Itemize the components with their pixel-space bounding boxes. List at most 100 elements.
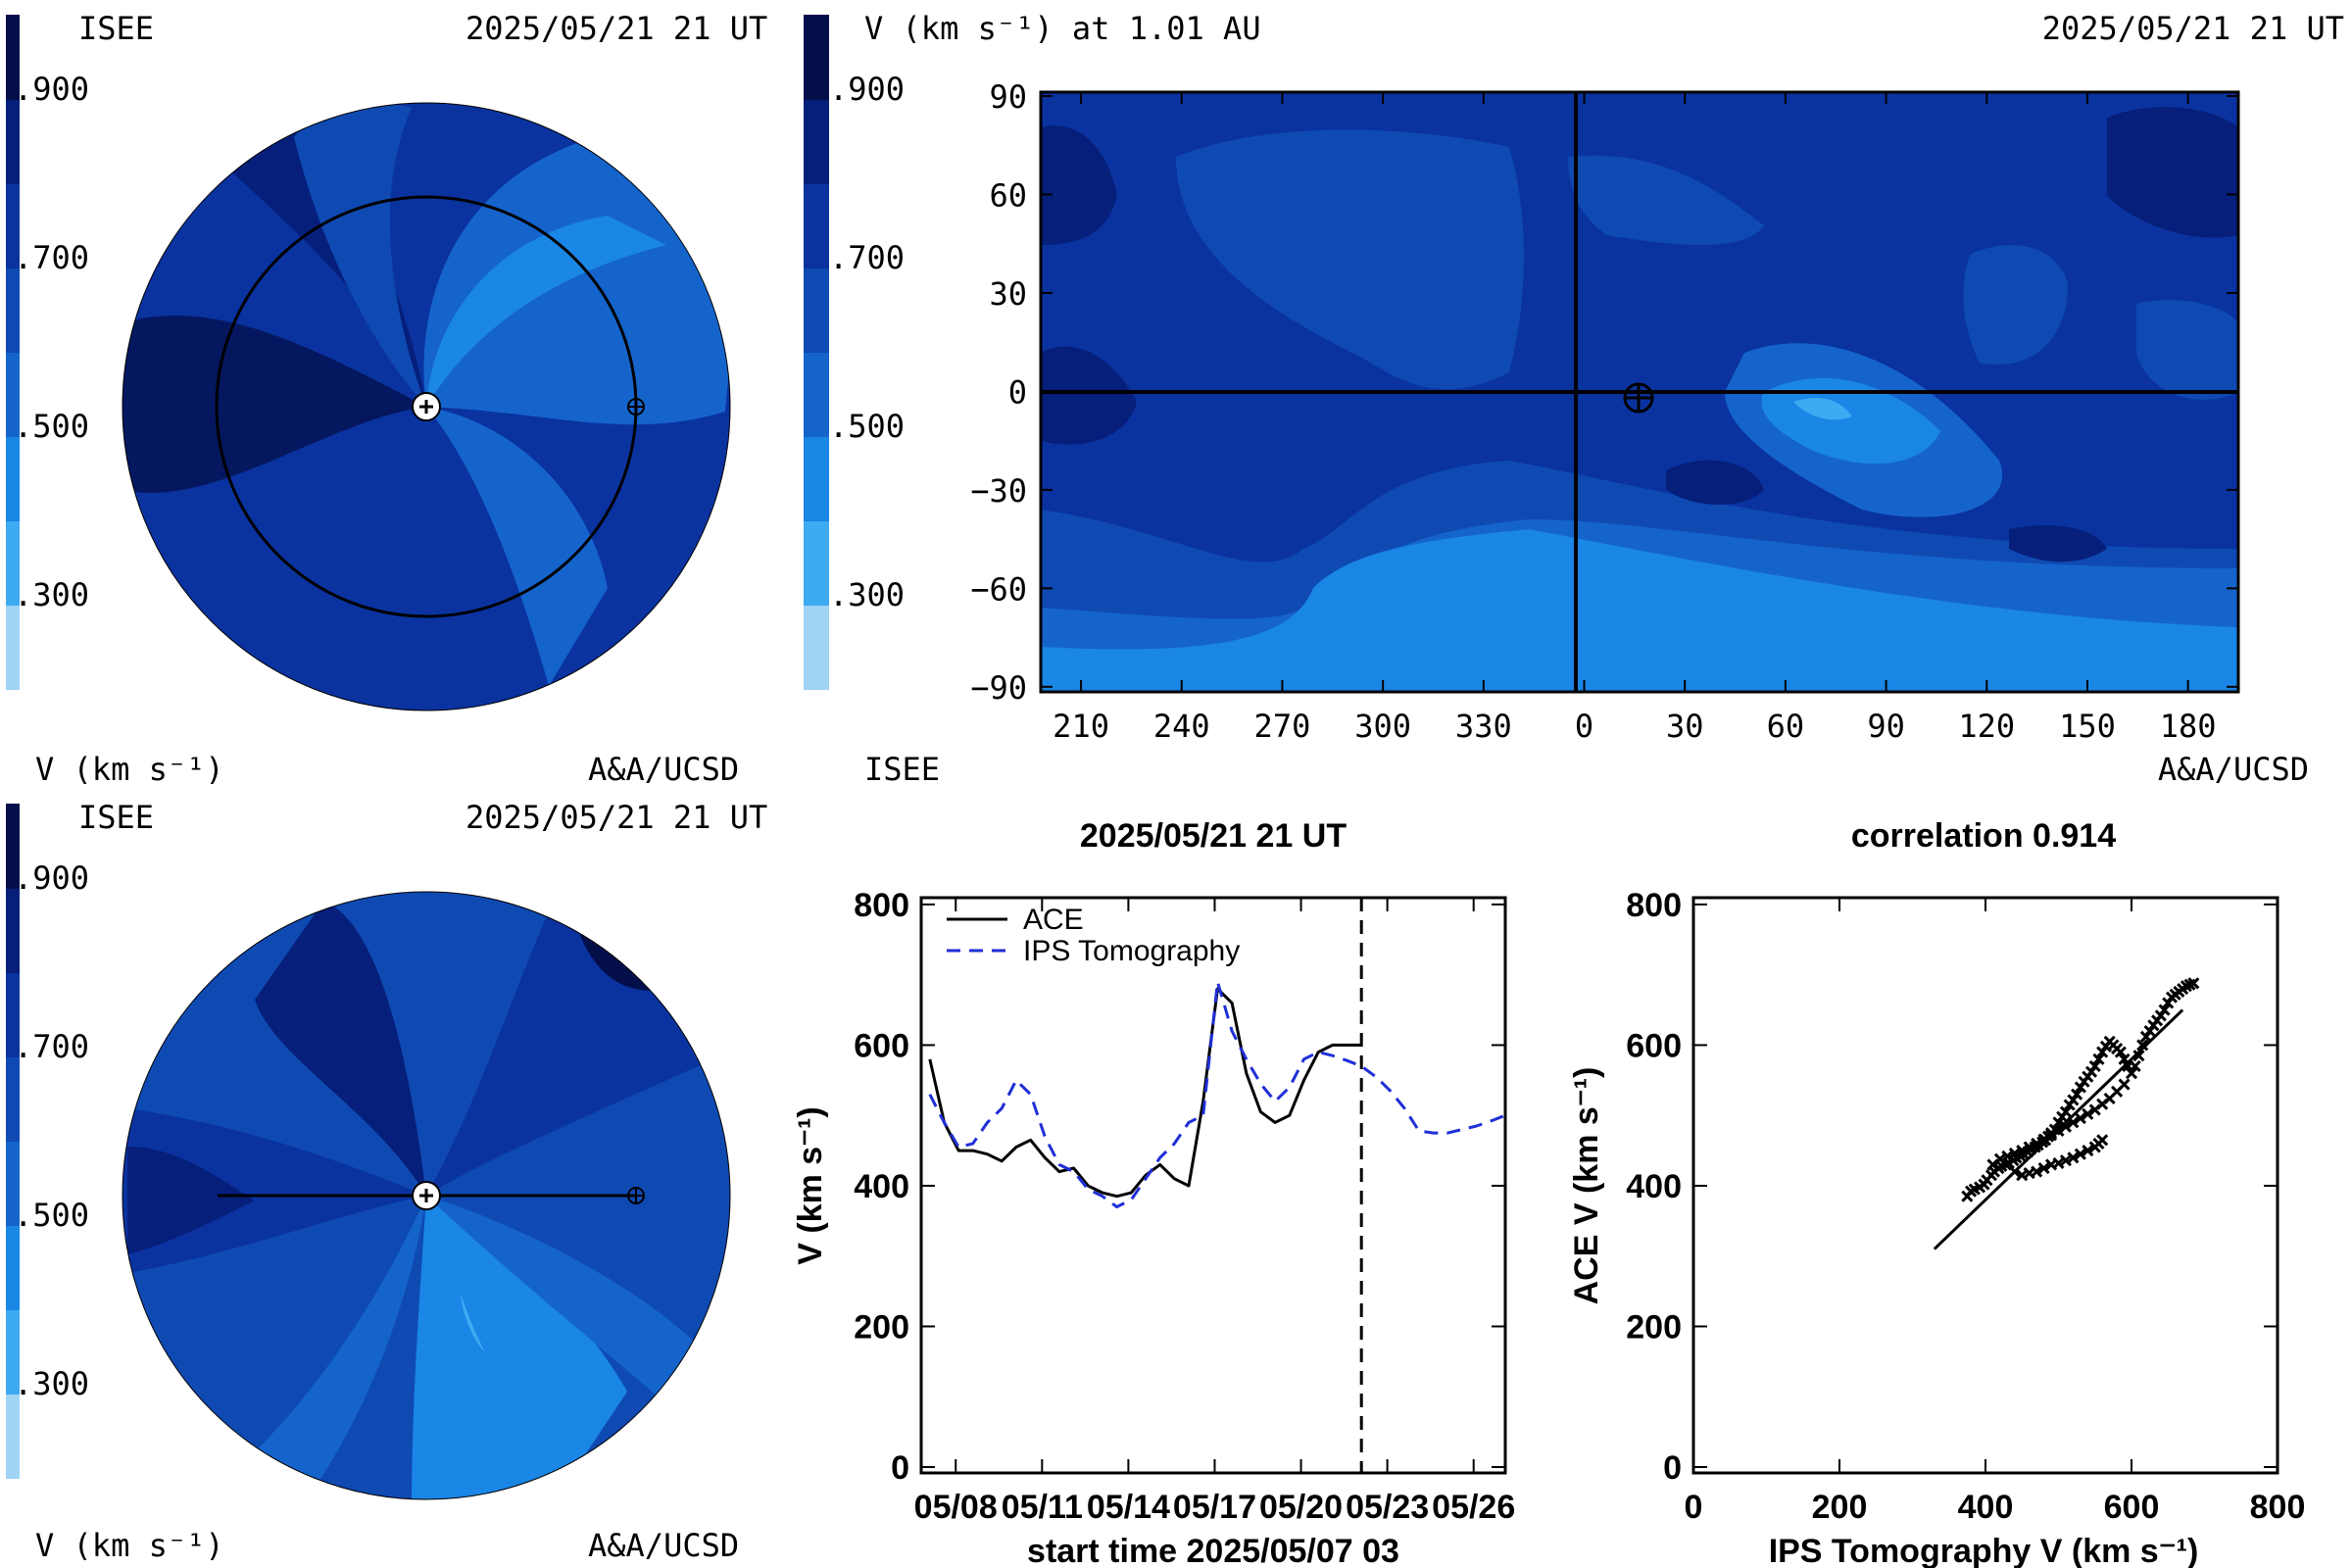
map-x-tick-label: 30 [1666, 708, 1704, 745]
x-tick-label: 05/26 [1432, 1489, 1515, 1526]
y-tick-label: 600 [854, 1027, 909, 1064]
color-scale-left-top: .900 .700 .500 .300 [6, 15, 89, 690]
datetime-label: 2025/05/21 21 UT [2042, 10, 2344, 47]
map-x-tick-label: 300 [1354, 708, 1411, 745]
x-tick-label: 800 [2250, 1489, 2306, 1526]
map-x-tick-label: 330 [1455, 708, 1512, 745]
map-x-tick-label: 150 [2059, 708, 2116, 745]
scatter-point [2132, 1050, 2145, 1062]
map-x-tick-label: 120 [1958, 708, 2015, 745]
disk-outline [122, 102, 731, 711]
scatter-point [2008, 1165, 2021, 1178]
scale-seg-7 [804, 521, 829, 606]
x-tick-label: 05/08 [914, 1489, 998, 1526]
scatter-point [2088, 1059, 2101, 1073]
panel-correlation: correlation 0.914 0 200 400 600 800 0 200 400 60… [1568, 817, 2305, 1568]
y-axis-label: V (km s⁻¹) [792, 1106, 829, 1265]
scatter-point [2129, 1059, 2141, 1073]
scatter-point [2118, 1053, 2131, 1065]
scatter-point [2008, 1147, 2021, 1160]
org-label: ISEE [864, 751, 940, 788]
series-line-ips-tomography [928, 980, 1506, 1208]
scatter-point [2052, 1156, 2065, 1170]
panel-time-series: 2025/05/21 21 UT 0 200 400 600 800 05/08 05/11… [792, 817, 1515, 1568]
scale-tick: .500 [14, 1197, 89, 1234]
earth-icon [627, 1187, 645, 1204]
scatter-point [2037, 1161, 2050, 1175]
datetime-label: 2025/05/21 21 UT [466, 799, 767, 836]
scale-tick: .700 [829, 239, 905, 276]
slowest-wind-region [1793, 397, 1852, 420]
slow-wind-region [1176, 129, 1524, 390]
color-scale-left-bottom: .900 .700 .500 .300 [6, 804, 89, 1479]
scatter-point [2082, 1107, 2094, 1120]
map-y-tick-label: 30 [989, 275, 1027, 313]
x-tick-label: 05/11 [1002, 1489, 1083, 1526]
chart-title: correlation 0.914 [1851, 817, 2116, 855]
earth-icon [627, 398, 645, 416]
scatter-point [2031, 1165, 2043, 1178]
fast-wind-region [225, 118, 426, 407]
scatter-point [2059, 1154, 2073, 1167]
scale-seg-6 [6, 437, 20, 521]
scale-tick: .900 [829, 71, 905, 108]
fast-wind-region [255, 902, 426, 1196]
map-x-tick-label: 0 [1575, 708, 1593, 745]
scatter-point [2052, 1124, 2065, 1138]
fast-wind-region [2009, 525, 2107, 563]
y-tick-label: 200 [1626, 1308, 1682, 1346]
scatter-point [2158, 1004, 2171, 1016]
scatter-point [2118, 1078, 2131, 1091]
x-tick-label: 0 [1685, 1489, 1703, 1526]
color-scale-map: .900 .700 .500 .300 [804, 15, 905, 690]
x-axis-label: start time 2025/05/07 03 [1027, 1533, 1399, 1568]
earth-icon [1623, 382, 1654, 414]
chart-title: 2025/05/21 21 UT [1080, 817, 1347, 855]
x-tick-label: 05/17 [1173, 1489, 1256, 1526]
scatter-point [2001, 1150, 2014, 1162]
scale-seg-5 [804, 353, 829, 437]
x-tick-label: 05/23 [1346, 1489, 1429, 1526]
scatter-point [1993, 1152, 2006, 1165]
y-tick-label: 400 [1626, 1168, 1682, 1205]
panel-meridional-view: .900 .700 .500 .300 ISEE 2025/05/21 21 U… [6, 799, 767, 1564]
scale-seg-3 [804, 184, 829, 269]
legend-label-ips: IPS Tomography [1023, 935, 1240, 967]
map-title: V (km s⁻¹) at 1.01 AU [864, 10, 1261, 47]
x-axis-label: IPS Tomography V (km s⁻¹) [1769, 1533, 2199, 1568]
scatter-point [2016, 1145, 2029, 1157]
fast-wind-region [1041, 346, 1137, 445]
scatter-point [2187, 977, 2200, 990]
scale-seg-3 [6, 973, 20, 1057]
scale-seg-2 [6, 889, 20, 973]
scatter-point [2074, 1112, 2086, 1125]
slow-wind-region [426, 1196, 706, 1421]
slow-wind-region [1963, 245, 2068, 365]
scale-tick: .300 [14, 576, 89, 613]
scatter-axes: 0 200 400 600 800 0 200 400 600 800 [1626, 887, 2305, 1526]
scale-seg-8 [6, 1395, 20, 1479]
fast-wind-region [122, 315, 426, 493]
map-y-tick-label: 90 [989, 78, 1027, 116]
credit-label: A&A/UCSD [588, 751, 739, 788]
scale-tick: .700 [14, 239, 89, 276]
fast-wind-region [1666, 460, 1764, 505]
y-tick-label: 800 [854, 887, 909, 924]
y-axis-label: ACE V (km s⁻¹) [1568, 1067, 1605, 1305]
fast-wind-region [122, 1107, 426, 1274]
map-x-tick-label: 60 [1767, 708, 1805, 745]
map-y-tick-label: −30 [970, 472, 1027, 510]
scale-tick: .900 [14, 71, 89, 108]
slow-wind-region [1568, 155, 1764, 245]
scale-seg-4 [6, 1057, 20, 1142]
scatter-point [2136, 1039, 2149, 1052]
credit-label: A&A/UCSD [588, 1527, 739, 1564]
scale-seg-6 [804, 437, 829, 521]
scale-seg-2 [6, 100, 20, 184]
scatter-points [1961, 977, 2200, 1202]
scale-tick: .300 [829, 576, 905, 613]
scale-seg-3 [6, 184, 20, 269]
scale-seg-7 [6, 521, 20, 606]
y-tick-label: 600 [1626, 1027, 1682, 1064]
scale-seg-8 [6, 606, 20, 690]
